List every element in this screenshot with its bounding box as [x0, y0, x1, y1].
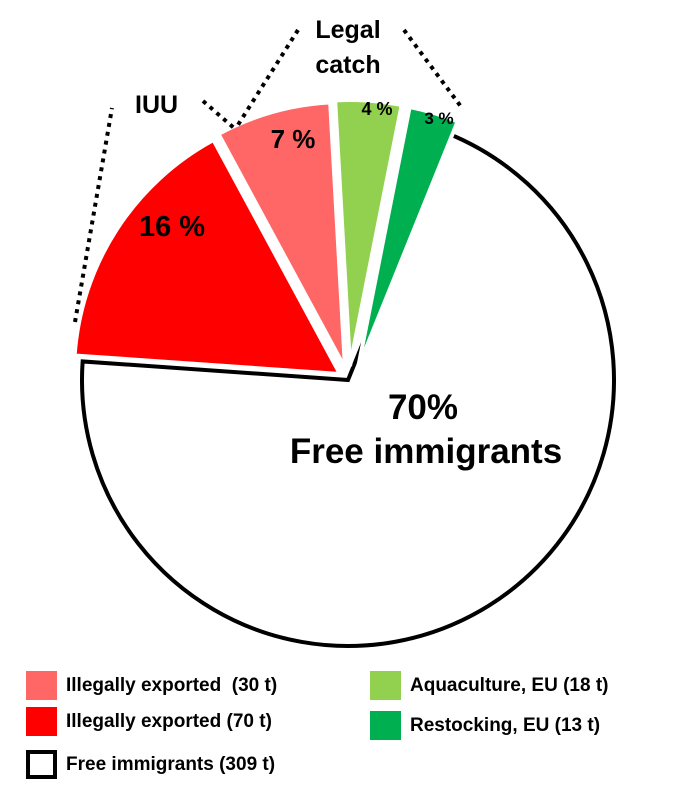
legend-label: Illegally exported (30 t) — [66, 674, 278, 696]
legend-label: Aquaculture, EU (18 t) — [410, 674, 609, 696]
legend: Illegally exported (30 t) Aquaculture, E… — [0, 660, 693, 791]
pie-slice-free-immigrants — [80, 130, 616, 648]
legend-item-free-immigrants: Free immigrants (309 t) — [26, 750, 275, 779]
slice-label-illegal-30t: 7 % — [271, 124, 316, 154]
slice-label-restocking: 3 % — [424, 109, 453, 128]
pie-slice-restocking — [356, 104, 461, 369]
legend-swatch — [370, 671, 401, 700]
legend-swatch — [26, 671, 57, 700]
legal-bracket-line-right — [402, 28, 464, 110]
legend-swatch — [26, 750, 57, 779]
slice-label-aquaculture: 4 % — [361, 99, 392, 119]
pie-slice-illegal-70t — [72, 137, 344, 377]
slice-label-free-immigrants-percent: 70% — [388, 388, 458, 427]
legend-item-aquaculture: Aquaculture, EU (18 t) — [370, 671, 608, 700]
iuu-bracket-line-left — [73, 107, 114, 323]
slice-label-free-immigrants-name: Free immigrants — [290, 432, 562, 471]
slice-label-illegal-70t: 16 % — [139, 211, 205, 243]
legend-item-illegal-30t: Illegally exported (30 t) — [26, 671, 277, 700]
legend-item-illegal-70t: Illegally exported (70 t) — [26, 707, 272, 736]
legend-swatch — [370, 711, 401, 740]
legal-bracket-line-left — [234, 28, 300, 130]
iuu-label: IUU — [135, 91, 178, 119]
legal-label-line2: catch — [315, 51, 380, 79]
pie-slice-illegal-30t — [215, 100, 347, 369]
legend-label: Restocking, EU (13 t) — [410, 714, 601, 736]
legend-label: Free immigrants (309 t) — [66, 753, 276, 775]
iuu-bracket-line-right — [201, 99, 236, 130]
pie-slice-aquaculture — [333, 98, 405, 367]
legend-label: Illegally exported (70 t) — [66, 710, 272, 732]
pie-chart: IUU Legal catch 70% Free immigrants 16 %… — [72, 16, 616, 648]
legend-swatch — [26, 707, 57, 736]
legend-item-restocking: Restocking, EU (13 t) — [370, 711, 600, 740]
legal-label-line1: Legal — [315, 16, 380, 44]
